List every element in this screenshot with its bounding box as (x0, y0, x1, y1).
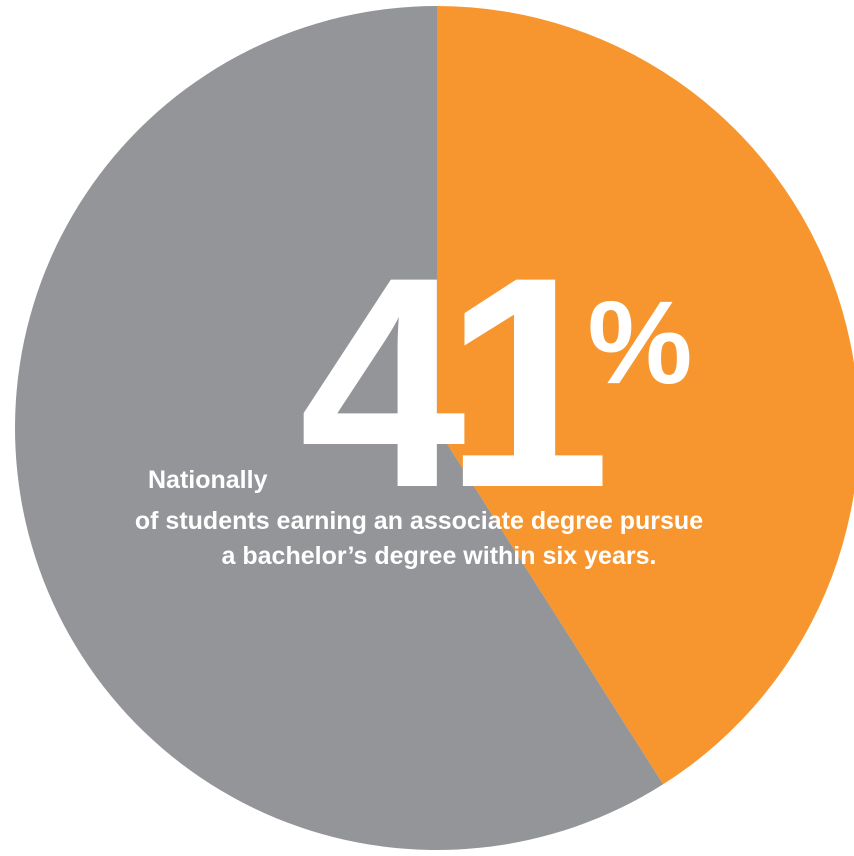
caption-line-nationally: Nationally (148, 466, 268, 494)
pie-slice-remainder (15, 6, 664, 850)
caption-line-2: of students earning an associate degree … (135, 507, 703, 535)
pie-slice-41-percent (437, 6, 854, 785)
caption-line-3: a bachelor’s degree within six years. (222, 542, 657, 570)
pie-slices (15, 6, 854, 850)
big-number-41: 41 (299, 214, 603, 550)
percent-sign: % (588, 277, 693, 409)
